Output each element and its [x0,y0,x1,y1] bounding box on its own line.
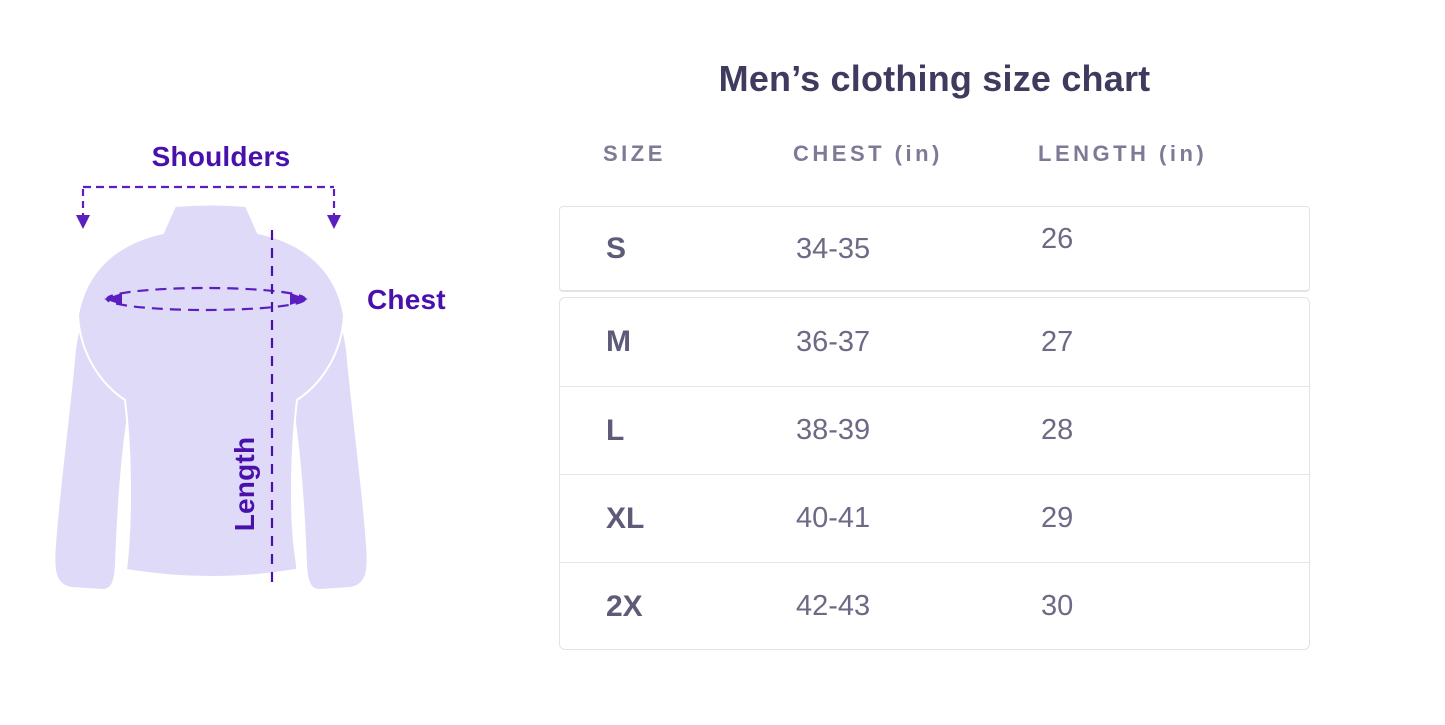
shoulders-arrowhead-right [327,215,341,229]
shirt-illustration [55,185,367,589]
shoulders-arrowhead-left [76,215,90,229]
size-cell: L [606,413,625,447]
size-table-row-group-s: S 34-35 26 [559,206,1310,292]
chest-arrowhead-left [104,293,122,305]
table-row-s: S 34-35 26 [560,207,1309,291]
chest-cell: 42-43 [796,590,871,622]
length-cell: 26 [1041,222,1074,255]
length-cell: 28 [1041,414,1074,446]
chest-label: Chest [367,284,446,315]
size-cell: S [606,232,627,265]
column-header-length: LENGTH (in) [1038,141,1208,166]
shirt-torso [76,203,346,578]
chest-cell: 38-39 [796,414,871,446]
page-title: Men’s clothing size chart [718,58,1151,99]
column-header-chest: CHEST (in) [793,141,943,166]
table-row-m: M 36-37 27 [560,298,1309,386]
table-row-xl: XL 40-41 29 [560,474,1309,562]
shoulders-label: Shoulders [151,141,291,172]
size-table-header: SIZE CHEST (in) LENGTH (in) [559,140,1310,168]
table-row-2x: 2X 42-43 30 [560,562,1309,650]
table-row-l: L 38-39 28 [560,386,1309,474]
shoulders-measure-arrow [81,185,336,216]
length-cell: 30 [1041,590,1074,622]
chest-cell: 40-41 [796,502,871,534]
chest-cell: 36-37 [796,325,871,358]
length-label: Length [229,436,260,532]
size-cell: XL [606,501,645,535]
length-cell: 29 [1041,502,1074,534]
size-cell: 2X [606,589,643,623]
length-cell: 27 [1041,325,1074,358]
size-cell: M [606,325,631,358]
chest-arrowhead-right [290,293,308,305]
column-header-size: SIZE [603,141,666,166]
chest-cell: 34-35 [796,232,871,265]
size-table-row-group-m-2x: M 36-37 27 L 38-39 28 XL 40-41 29 2X 42-… [559,297,1310,650]
